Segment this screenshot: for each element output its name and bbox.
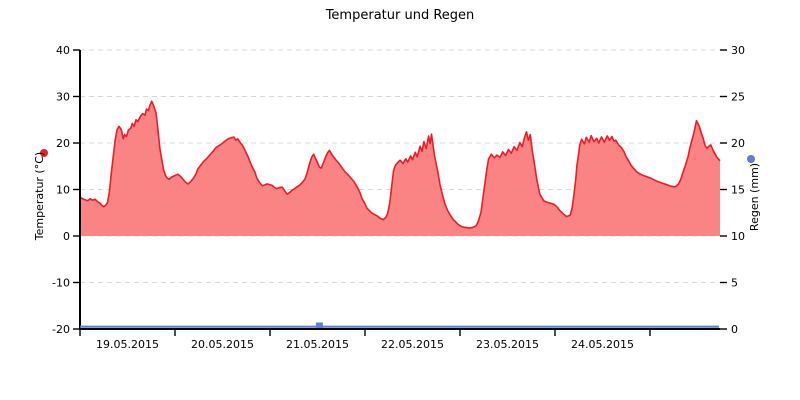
y-right-tick-label: 10 bbox=[731, 230, 745, 243]
x-tick-label: 21.05.2015 bbox=[286, 338, 349, 351]
y-right-tick-label: 20 bbox=[731, 137, 745, 150]
y-right-tick-label: 0 bbox=[731, 323, 738, 336]
temperature-area bbox=[80, 101, 720, 236]
x-tick-label: 19.05.2015 bbox=[96, 338, 159, 351]
y-left-tick-label: 20 bbox=[56, 137, 70, 150]
y-left-tick-label: 30 bbox=[56, 91, 70, 104]
y-left-tick-label: 10 bbox=[56, 184, 70, 197]
y-right-tick-label: 30 bbox=[731, 44, 745, 57]
temperature-line bbox=[79, 100, 721, 229]
temperature-series-marker-icon bbox=[40, 149, 48, 157]
chart-title: Temperatur und Regen bbox=[325, 8, 475, 23]
y-right-tick-label: 5 bbox=[731, 277, 738, 290]
y-left-tick-label: -10 bbox=[52, 277, 70, 290]
y-right-tick-label: 25 bbox=[731, 91, 745, 104]
x-tick-label: 23.05.2015 bbox=[476, 338, 539, 351]
y-left-tick-label: -20 bbox=[52, 323, 70, 336]
rain-bar bbox=[315, 322, 323, 328]
x-tick-label: 20.05.2015 bbox=[191, 338, 254, 351]
rain-series-marker-icon bbox=[747, 155, 755, 163]
y-left-tick-label: 40 bbox=[56, 44, 70, 57]
x-tick-label: 22.05.2015 bbox=[381, 338, 444, 351]
y-right-tick-label: 15 bbox=[731, 184, 745, 197]
y-left-tick-label: 0 bbox=[63, 230, 70, 243]
x-tick-label: 24.05.2015 bbox=[571, 338, 634, 351]
